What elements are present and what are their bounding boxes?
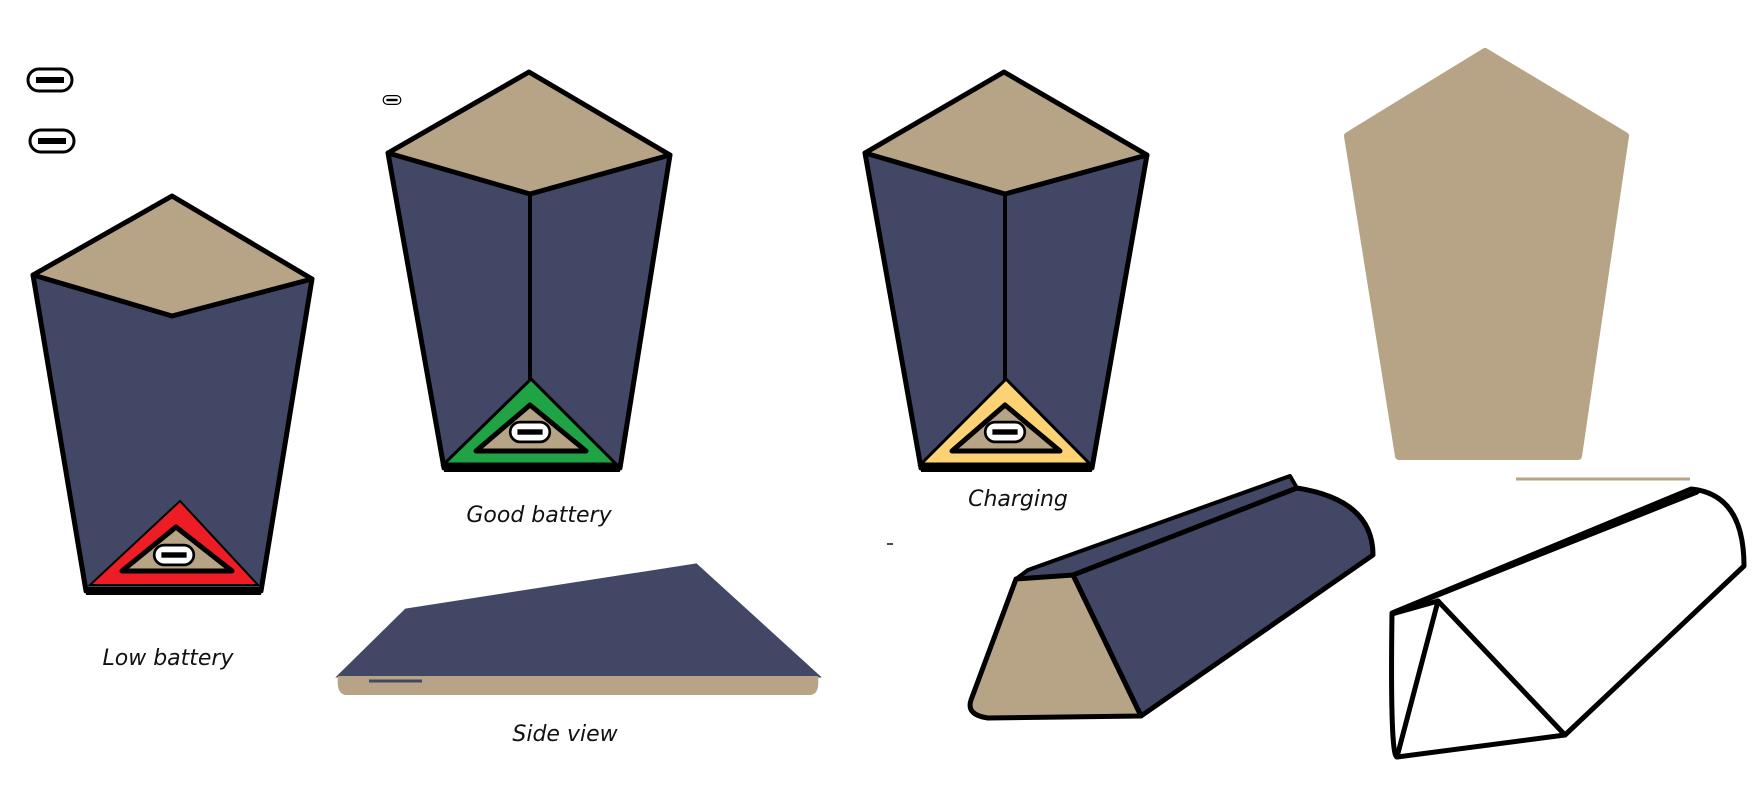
prism-top (385, 69, 673, 197)
low-battery-prism (30, 193, 315, 595)
good-battery-prism (385, 69, 673, 472)
prism-top (30, 193, 315, 319)
prism-top (862, 69, 1150, 197)
lying-prism-colored (967, 474, 1376, 721)
usb-port-icon (26, 67, 74, 93)
usb-port-icon (508, 420, 552, 444)
charging-prism (862, 69, 1150, 472)
small-port-icon (382, 94, 402, 106)
base-pentagon (1344, 48, 1629, 460)
caption-good-battery: Good battery (466, 503, 612, 528)
side-view-wedge (335, 563, 822, 695)
caption-low-battery: Low battery (102, 646, 234, 671)
caption-side-view: Side view (512, 722, 618, 747)
yellow-triangle-icon (917, 376, 1094, 466)
usb-port-icon (983, 420, 1027, 444)
lying-prism-outline (1389, 486, 1747, 760)
caption-charging: Charging (968, 487, 1068, 512)
usb-port-icon (28, 128, 76, 154)
green-triangle-icon (440, 376, 620, 466)
red-triangle-icon (87, 499, 261, 586)
usb-port-icon (152, 543, 196, 567)
